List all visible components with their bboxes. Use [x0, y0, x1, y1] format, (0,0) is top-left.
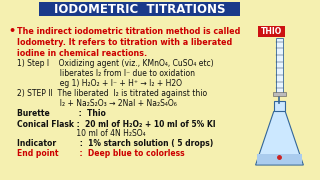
Text: •: • [9, 26, 16, 36]
Bar [273, 92, 285, 96]
Text: iodine in chemical reactions.: iodine in chemical reactions. [17, 49, 147, 58]
Bar [274, 101, 285, 111]
Text: 1) Step I    Oxidizing agent (viz., KMnO₄, CuSO₄ etc): 1) Step I Oxidizing agent (viz., KMnO₄, … [17, 59, 213, 68]
Text: 10 ml of 4N H₂SO₄: 10 ml of 4N H₂SO₄ [17, 129, 145, 138]
Text: liberates I₂ from I⁻ due to oxidation: liberates I₂ from I⁻ due to oxidation [17, 69, 195, 78]
Text: eg 1) H₂O₂ + I⁻ + H⁺ → I₂ + H2O: eg 1) H₂O₂ + I⁻ + H⁺ → I₂ + H2O [17, 79, 182, 88]
Text: The indirect iodometric titration method is called: The indirect iodometric titration method… [17, 27, 240, 36]
Bar [39, 3, 240, 16]
Bar [258, 26, 285, 37]
Text: IODOMETRIC  TITRATIONS: IODOMETRIC TITRATIONS [53, 3, 225, 16]
Text: Iodometry. It refers to titration with a liberated: Iodometry. It refers to titration with a… [17, 38, 232, 47]
Text: 2) STEP II  The liberated  I₂ is titrated against thio: 2) STEP II The liberated I₂ is titrated … [17, 89, 207, 98]
Text: Indicator         :  1% starch solution ( 5 drops): Indicator : 1% starch solution ( 5 drops… [17, 139, 213, 148]
Polygon shape [257, 154, 302, 164]
Polygon shape [256, 111, 303, 165]
Text: THIO: THIO [261, 27, 282, 36]
Text: Burette           :  Thio: Burette : Thio [17, 109, 106, 118]
Text: I₂ + Na₂S₂O₃ → 2NaI + Na₂S₄O₆: I₂ + Na₂S₂O₃ → 2NaI + Na₂S₄O₆ [17, 99, 177, 108]
Text: Conical Flask :  20 ml of H₂O₂ + 10 ml of 5% KI: Conical Flask : 20 ml of H₂O₂ + 10 ml of… [17, 120, 215, 129]
Text: End point        :  Deep blue to colorless: End point : Deep blue to colorless [17, 149, 184, 158]
Bar [276, 38, 283, 94]
